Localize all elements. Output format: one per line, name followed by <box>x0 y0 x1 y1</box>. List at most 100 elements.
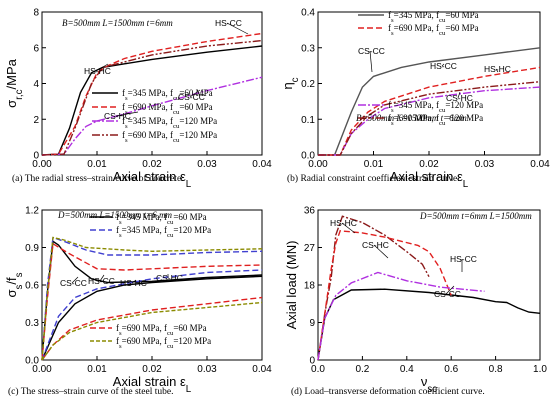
series-line <box>317 288 541 361</box>
y-tick-label: 2 <box>33 115 39 126</box>
y-tick-label: 1.2 <box>25 206 39 217</box>
series-line <box>41 32 263 156</box>
y-tick-label: 0.3 <box>25 318 39 329</box>
series-line <box>318 81 541 156</box>
y-tick-label: 0 <box>33 151 39 162</box>
x-tick-label: 0.03 <box>197 364 217 375</box>
curve-annotation: CS-CC <box>178 92 205 102</box>
chart-panel-b: 0.00 0.01 0.02 0.03 0.04 0.0 0.1 0.2 0.3 0.4 Axial… <box>280 8 550 190</box>
series-line <box>318 47 541 156</box>
x-axis-label: νsc <box>421 374 437 395</box>
curve-annotation: CS-CC <box>60 278 87 288</box>
series-line <box>41 269 263 361</box>
specimen-parameters: D=500mm L=1500mm t=6 mm <box>57 210 172 220</box>
legend-label: fs=690 MPa, fcu=60 MPa <box>388 23 479 37</box>
x-tick-label: 0.00 <box>32 159 52 170</box>
annotation-leader <box>341 222 356 234</box>
chart-panel-c: 0.00 0.01 0.02 0.03 0.04 0.0 0.3 0.6 0.9 1.2 Axial… <box>4 206 272 398</box>
y-axis-label: σs/fs <box>4 272 25 297</box>
series-line <box>41 242 263 361</box>
legend-label: fs=690 MPa, fcu=120 MPa <box>122 130 217 144</box>
x-tick-label: 0.03 <box>475 159 495 170</box>
y-tick-label: 0.2 <box>301 79 315 90</box>
annotation-leader <box>373 244 389 259</box>
x-tick-label: 0.01 <box>364 159 384 170</box>
curve-annotation: CS-HC <box>362 240 389 250</box>
series-line <box>41 76 263 156</box>
x-axis-label: Axial strain εL <box>113 374 192 395</box>
series-line <box>318 66 541 156</box>
x-tick-label: 0.02 <box>142 364 162 375</box>
legend-label: fs=690 MPa, fcu=60 MPa <box>122 102 213 116</box>
annotation-leader <box>441 63 445 67</box>
y-tick-label: 0.0 <box>25 356 39 367</box>
specimen-parameters: B=500mm L=1500mm t=6mm <box>356 113 467 123</box>
x-tick-label: 0.01 <box>87 364 107 375</box>
series-line <box>317 271 485 361</box>
x-tick-label: 0.4 <box>400 364 414 375</box>
y-axis-label: ηc <box>280 77 301 89</box>
curve-annotation: CS-CC <box>434 289 461 299</box>
curve-annotation: HS-CC <box>215 18 242 28</box>
y-tick-label: 36 <box>304 206 316 217</box>
x-axis-label: Axial strain εL <box>113 169 192 190</box>
annotation-leader <box>71 276 79 284</box>
x-tick-label: 0.04 <box>530 159 550 170</box>
annotation-leader <box>495 68 499 73</box>
x-axis-label: Axial strain εL <box>390 169 469 190</box>
x-tick-label: 0.0 <box>311 364 325 375</box>
panel-caption: (d) Load–transverse deformation coeffici… <box>291 386 485 397</box>
x-tick-label: 0.2 <box>355 364 369 375</box>
annotation-leader <box>99 274 105 282</box>
annotation-leader <box>131 279 137 284</box>
x-tick-label: 0.00 <box>32 364 52 375</box>
curve-annotation: HS-HC <box>484 64 511 74</box>
series-line <box>317 215 430 361</box>
panel-caption: (a) The radial stress–strain curve of co… <box>12 173 184 184</box>
x-tick-label: 0.04 <box>252 364 272 375</box>
y-tick-label: 18 <box>304 281 316 292</box>
annotation-leader <box>445 285 455 295</box>
series-line <box>41 236 263 361</box>
x-tick-label: 0.01 <box>87 159 107 170</box>
annotation-leader <box>226 22 249 35</box>
specimen-parameters: B=500mm L=1500mm t=6mm <box>62 18 173 28</box>
curve-annotation: HS-CC <box>88 276 115 286</box>
x-tick-label: 0.8 <box>489 364 503 375</box>
annotation-leader <box>95 63 109 72</box>
annotation-leader <box>115 111 139 117</box>
legend-label: fs=345 MPa, fcu=120 MPa <box>122 116 217 130</box>
legend-label: fs=690 MPa, fcu=60 MPa <box>116 323 207 337</box>
panel-caption: (c) The stress–strain curve of the steel… <box>8 386 174 397</box>
x-tick-label: 0.02 <box>419 159 439 170</box>
legend-label: fs=345 MPa, fcu=120 MPa <box>388 100 483 114</box>
y-tick-label: 27 <box>304 243 316 254</box>
annotation-leader <box>457 91 461 99</box>
y-tick-label: 8 <box>33 8 39 19</box>
series-line <box>41 301 263 361</box>
legend-label: fs=345 MPa, fcu=120 MPa <box>116 225 211 239</box>
y-tick-label: 9 <box>309 318 315 329</box>
y-tick-label: 0.3 <box>301 43 315 54</box>
chart-panel-d: 0.0 0.2 0.4 0.6 0.8 1.0 0 9 18 27 36 νsc Axial load … <box>284 206 547 398</box>
y-tick-label: 0.4 <box>301 8 315 19</box>
curve-annotation: HS-CC <box>450 254 477 264</box>
y-tick-label: 0.9 <box>25 243 39 254</box>
legend-label: fs=690 MPa, fcu=120 MPa <box>116 336 211 350</box>
x-tick-label: 0.00 <box>308 159 328 170</box>
y-axis-label: Axial load (MN) <box>284 241 299 330</box>
y-tick-label: 6 <box>33 43 39 54</box>
curve-annotation: CS-CC <box>358 46 385 56</box>
chart-panel-a: 0.00 0.01 0.02 0.03 0.04 0 2 4 6 8 Axial strain εL… <box>4 8 272 190</box>
x-tick-label: 0.03 <box>197 159 217 170</box>
y-axis-label: σr,c/MPa <box>4 58 25 107</box>
specimen-parameters: D=500mm t=6mm L=1500mm <box>419 211 532 221</box>
y-tick-label: 4 <box>33 79 39 90</box>
annotation-leader <box>369 50 373 73</box>
series-line <box>41 39 263 156</box>
y-tick-label: 0 <box>309 356 315 367</box>
x-tick-label: 1.0 <box>533 364 547 375</box>
curve-annotation: HS-HC <box>84 66 111 76</box>
curve-annotation: HS-HC <box>120 278 147 288</box>
